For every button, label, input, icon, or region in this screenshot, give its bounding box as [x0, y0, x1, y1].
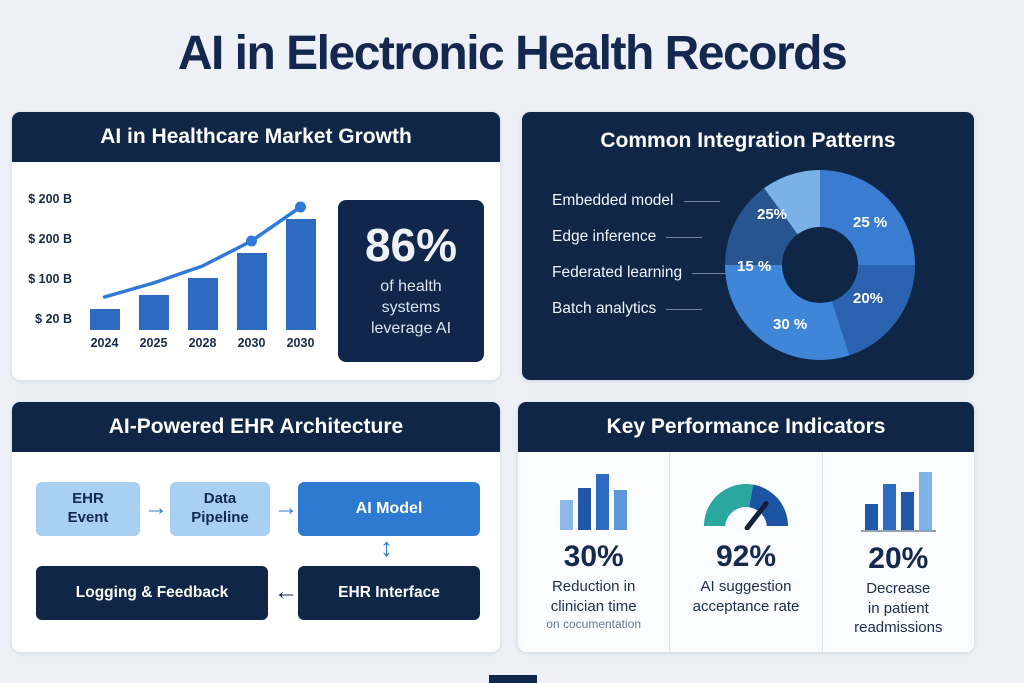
- market-bar: [285, 219, 316, 330]
- kpi-panel: Key Performance Indicators 30% Reduction…: [518, 402, 974, 652]
- data-pipeline-node: Data Pipeline: [170, 482, 270, 536]
- market-bars: [80, 184, 325, 330]
- market-growth-title: AI in Healthcare Market Growth: [100, 125, 412, 148]
- bar-chart-icon: [860, 466, 936, 532]
- legend-label: Embedded model: [552, 192, 674, 209]
- x-tick-label: 2030: [237, 336, 266, 350]
- legend-connector-line: [666, 308, 703, 310]
- y-tick-label: $ 100 B: [28, 272, 72, 286]
- x-tick-label: 2025: [139, 336, 168, 350]
- kpi-title: Key Performance Indicators: [606, 415, 886, 438]
- architecture-panel: AI-Powered EHR Architecture EHR Event → …: [12, 402, 500, 652]
- market-growth-body: $ 200 B $ 200 B $ 100 B $ 20 B 2024 2025 2028…: [12, 162, 500, 380]
- slice-label: 15 %: [737, 258, 772, 275]
- legend-label: Batch analytics: [552, 300, 657, 317]
- legend-item: Batch analytics: [552, 300, 717, 318]
- x-tick-label: 2028: [188, 336, 217, 350]
- footer-accent: [489, 675, 537, 683]
- arrow-right-icon: →: [274, 494, 298, 521]
- icon-bar: [900, 492, 914, 530]
- y-tick-label: $ 200 B: [28, 192, 72, 206]
- market-y-axis: $ 200 B $ 200 B $ 100 B $ 20 B: [22, 184, 80, 330]
- kpi-description: Reduction in clinician time: [550, 578, 637, 615]
- legend-item: Edge inference: [552, 228, 717, 246]
- donut-hole: [782, 227, 858, 303]
- logging-feedback-node: Logging & Feedback: [36, 566, 268, 620]
- architecture-title: AI-Powered EHR Architecture: [108, 415, 404, 438]
- y-tick-label: $ 20 B: [35, 312, 72, 326]
- slice-label: 30 %: [773, 316, 808, 333]
- kpi-footnote: on cocumentation: [546, 617, 642, 631]
- market-plot-area: [80, 184, 325, 330]
- stat-box: 86% of health systems leverage AI: [338, 200, 484, 362]
- donut-chart: 25 % 20% 30 % 15 % 25%: [725, 170, 915, 360]
- market-bar: [236, 253, 267, 330]
- kpi-header: Key Performance Indicators: [518, 402, 974, 452]
- icon-bar: [918, 472, 932, 530]
- ehr-event-node: EHR Event: [36, 482, 140, 536]
- y-tick-label: $ 200 B: [28, 232, 72, 246]
- kpi-description: Decrease in patient readmissions: [854, 580, 943, 636]
- page-title: AI in Electronic Health Records: [177, 27, 848, 80]
- icon-bar: [864, 504, 878, 530]
- kpi-item: 20% Decrease in patient readmissions: [821, 452, 974, 652]
- kpi-value: 30%: [563, 540, 624, 573]
- arrow-left-icon: ←: [274, 578, 298, 605]
- icon-bar: [596, 474, 610, 530]
- arrow-right-icon: →: [144, 494, 168, 521]
- icon-bar: [578, 488, 592, 530]
- market-growth-header: AI in Healthcare Market Growth: [12, 112, 500, 162]
- architecture-header: AI-Powered EHR Architecture: [12, 402, 500, 452]
- kpi-description: AI suggestion acceptance rate: [692, 578, 800, 615]
- icon-bar: [882, 484, 896, 530]
- market-bar: [138, 295, 169, 330]
- legend-connector-line: [692, 272, 729, 274]
- kpi-body: 30% Reduction in clinician time on cocum…: [518, 452, 974, 652]
- kpi-value: 20%: [868, 542, 929, 575]
- icon-bar: [560, 500, 574, 530]
- integration-legend: Embedded model Edge inference Federated …: [552, 192, 729, 360]
- slice-label: 20%: [853, 290, 884, 307]
- ai-model-node: AI Model: [298, 482, 480, 536]
- gauge-icon: [703, 484, 788, 530]
- bar-chart-icon: [560, 466, 628, 530]
- integration-patterns-panel: Common Integration Patterns Embedded mod…: [522, 112, 974, 380]
- market-growth-chart: $ 200 B $ 200 B $ 100 B $ 20 B 2024 2025 2028…: [22, 184, 325, 356]
- integration-title: Common Integration Patterns: [600, 129, 896, 152]
- slice-label: 25 %: [853, 214, 888, 231]
- arrow-vertical-icon: ↕: [380, 532, 393, 562]
- market-bar: [89, 309, 120, 330]
- architecture-body: EHR Event → Data Pipeline → AI Model ↕ L…: [12, 452, 500, 652]
- slice-label: 25%: [757, 206, 788, 223]
- kpi-item: 30% Reduction in clinician time on cocum…: [518, 452, 669, 652]
- x-tick-label: 2024: [90, 336, 119, 350]
- legend-item: Embedded model: [552, 192, 720, 210]
- legend-item: Federated learning: [552, 264, 729, 282]
- legend-connector-line: [683, 200, 720, 202]
- market-x-labels: 2024 2025 2028 2030 2030: [80, 330, 325, 356]
- kpi-item: 92% AI suggestion acceptance rate: [669, 452, 821, 652]
- stat-description: of health systems leverage AI: [370, 278, 452, 337]
- x-tick-label: 2030: [286, 336, 315, 350]
- market-bar: [187, 278, 218, 330]
- ehr-interface-node: EHR Interface: [298, 566, 480, 620]
- kpi-value: 92%: [715, 540, 777, 573]
- icon-bar: [614, 490, 628, 530]
- legend-label: Edge inference: [552, 228, 657, 245]
- stat-value: 86%: [364, 219, 458, 272]
- legend-label: Federated learning: [552, 264, 683, 281]
- legend-connector-line: [666, 236, 703, 238]
- market-growth-panel: AI in Healthcare Market Growth $ 200 B $ …: [12, 112, 500, 380]
- integration-body: Embedded model Edge inference Federated …: [522, 170, 974, 360]
